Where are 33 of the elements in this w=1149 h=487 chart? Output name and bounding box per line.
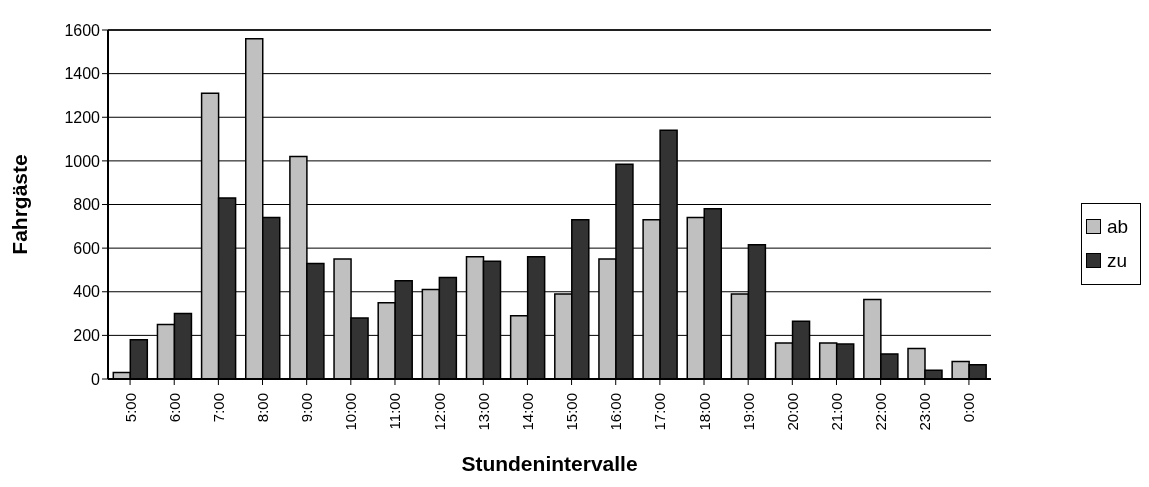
x-tick-label: 14:00 <box>518 393 536 431</box>
y-tick-label: 800 <box>73 196 101 214</box>
x-tick-label: 19:00 <box>739 393 757 431</box>
x-tick-label: 16:00 <box>607 393 625 431</box>
y-tick-label: 200 <box>73 327 101 345</box>
y-tick-label: 400 <box>73 283 101 301</box>
x-tick-label: 6:00 <box>165 393 183 423</box>
legend-label: zu <box>1106 248 1129 273</box>
x-tick-label: 0:00 <box>960 393 978 423</box>
x-axis-title: Stundenintervalle <box>461 452 638 475</box>
x-tick-label: 21:00 <box>827 393 845 431</box>
x-tick-label: 23:00 <box>916 393 934 431</box>
y-tick-label: 0 <box>91 370 101 388</box>
x-tick-label: 13:00 <box>474 393 492 431</box>
y-tick-label: 1200 <box>64 108 101 126</box>
x-tick-label: 18:00 <box>695 393 713 431</box>
y-tick-label: 1400 <box>64 65 101 83</box>
y-tick-label: 1000 <box>64 152 101 170</box>
x-tick-label: 9:00 <box>298 393 316 423</box>
x-tick-label: 11:00 <box>386 393 404 430</box>
x-tick-label: 8:00 <box>254 393 272 423</box>
x-tick-label: 7:00 <box>209 393 227 423</box>
legend-label: ab <box>1106 214 1130 239</box>
x-tick-label: 12:00 <box>430 393 448 431</box>
y-axis-title: Fahrgäste <box>8 154 32 255</box>
x-tick-label: 22:00 <box>872 393 890 431</box>
x-tick-label: 10:00 <box>342 393 360 431</box>
x-tick-label: 20:00 <box>783 393 801 431</box>
x-tick-label: 17:00 <box>651 393 669 431</box>
x-tick-label: 15:00 <box>563 393 581 431</box>
y-tick-label: 600 <box>73 239 101 257</box>
y-tick-label: 1600 <box>64 21 101 39</box>
x-tick-label: 5:00 <box>121 393 139 423</box>
